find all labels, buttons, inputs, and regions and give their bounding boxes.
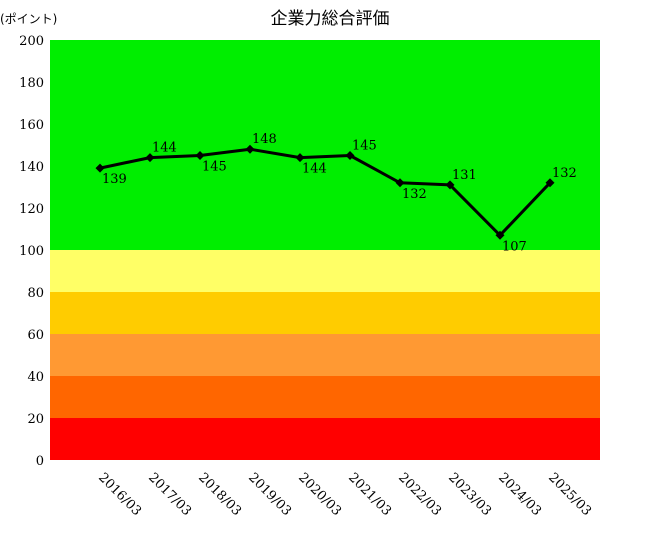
data-label: 148 — [252, 132, 277, 147]
y-tick-label: 100 — [19, 244, 44, 259]
data-label: 107 — [502, 239, 527, 254]
data-label: 131 — [452, 168, 477, 183]
band-80-100 — [50, 250, 600, 292]
data-point — [345, 151, 355, 160]
band-0-20 — [50, 418, 600, 460]
y-tick-label: 40 — [27, 370, 44, 385]
x-tick-label: 2022/03 — [395, 470, 444, 519]
data-point — [145, 153, 155, 163]
band-60-80 — [50, 292, 600, 334]
data-label: 132 — [402, 187, 427, 202]
x-tick-label: 2021/03 — [345, 470, 394, 519]
x-tick-label: 2025/03 — [545, 470, 594, 519]
chart-title: 企業力総合評価 — [271, 9, 390, 29]
x-axis-ticks: 2016/03 2017/03 2018/03 2019/03 2020/03 2021/… — [95, 470, 594, 519]
series-polyline — [99, 147, 552, 237]
x-tick-label: 2019/03 — [245, 470, 294, 519]
data-label: 132 — [552, 166, 577, 181]
data-label: 144 — [302, 162, 327, 177]
y-tick-label: 0 — [36, 454, 44, 469]
series-points — [95, 144, 555, 240]
band-100-200 — [50, 40, 600, 250]
data-label: 145 — [352, 139, 377, 154]
data-label: 144 — [152, 141, 177, 156]
series-line — [99, 147, 552, 237]
x-tick-label: 2017/03 — [145, 470, 194, 519]
data-point — [245, 144, 255, 154]
data-point — [395, 178, 405, 188]
y-axis-unit-label: (ポイント) — [0, 12, 57, 26]
data-labels: 139 144 145 148 144 145 132 131 107 132 — [102, 132, 577, 254]
data-point — [495, 230, 505, 240]
y-tick-label: 20 — [27, 412, 44, 427]
x-tick-label: 2018/03 — [195, 470, 244, 519]
x-tick-label: 2024/03 — [495, 470, 544, 519]
data-point — [295, 153, 305, 163]
y-tick-label: 60 — [27, 328, 44, 343]
data-point — [95, 163, 105, 173]
background-bands — [50, 40, 600, 460]
x-tick-label: 2020/03 — [295, 470, 344, 519]
data-label: 139 — [102, 172, 127, 187]
y-tick-label: 140 — [19, 160, 44, 175]
y-axis-ticks: 0 20 40 60 80 100 120 140 160 180 200 — [19, 34, 44, 469]
data-label: 145 — [202, 160, 227, 175]
band-20-40 — [50, 376, 600, 418]
x-tick-label: 2023/03 — [445, 470, 494, 519]
y-tick-label: 120 — [19, 202, 44, 217]
x-tick-label: 2016/03 — [95, 470, 144, 519]
y-tick-label: 200 — [19, 34, 44, 49]
y-tick-label: 180 — [19, 76, 44, 91]
data-point — [445, 180, 455, 190]
data-point — [195, 151, 205, 160]
y-tick-label: 160 — [19, 118, 44, 133]
y-tick-label: 80 — [27, 286, 44, 301]
data-point — [545, 178, 555, 188]
band-40-60 — [50, 334, 600, 376]
